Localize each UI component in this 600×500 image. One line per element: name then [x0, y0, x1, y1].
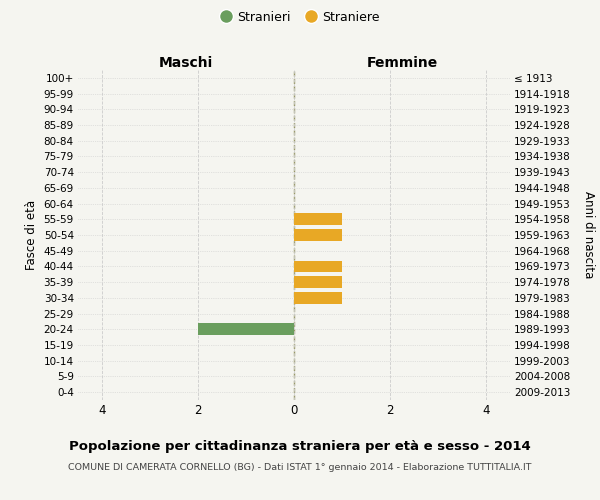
Y-axis label: Fasce di età: Fasce di età	[25, 200, 38, 270]
Bar	[294, 260, 342, 272]
Text: Maschi: Maschi	[159, 56, 213, 70]
Bar	[198, 324, 294, 335]
Bar	[294, 276, 342, 288]
Legend: Stranieri, Straniere: Stranieri, Straniere	[216, 6, 384, 29]
Text: Femmine: Femmine	[367, 56, 437, 70]
Y-axis label: Anni di nascita: Anni di nascita	[582, 192, 595, 278]
Bar	[294, 292, 342, 304]
Text: Popolazione per cittadinanza straniera per età e sesso - 2014: Popolazione per cittadinanza straniera p…	[69, 440, 531, 453]
Text: COMUNE DI CAMERATA CORNELLO (BG) - Dati ISTAT 1° gennaio 2014 - Elaborazione TUT: COMUNE DI CAMERATA CORNELLO (BG) - Dati …	[68, 462, 532, 471]
Bar	[294, 229, 342, 241]
Bar	[294, 214, 342, 225]
